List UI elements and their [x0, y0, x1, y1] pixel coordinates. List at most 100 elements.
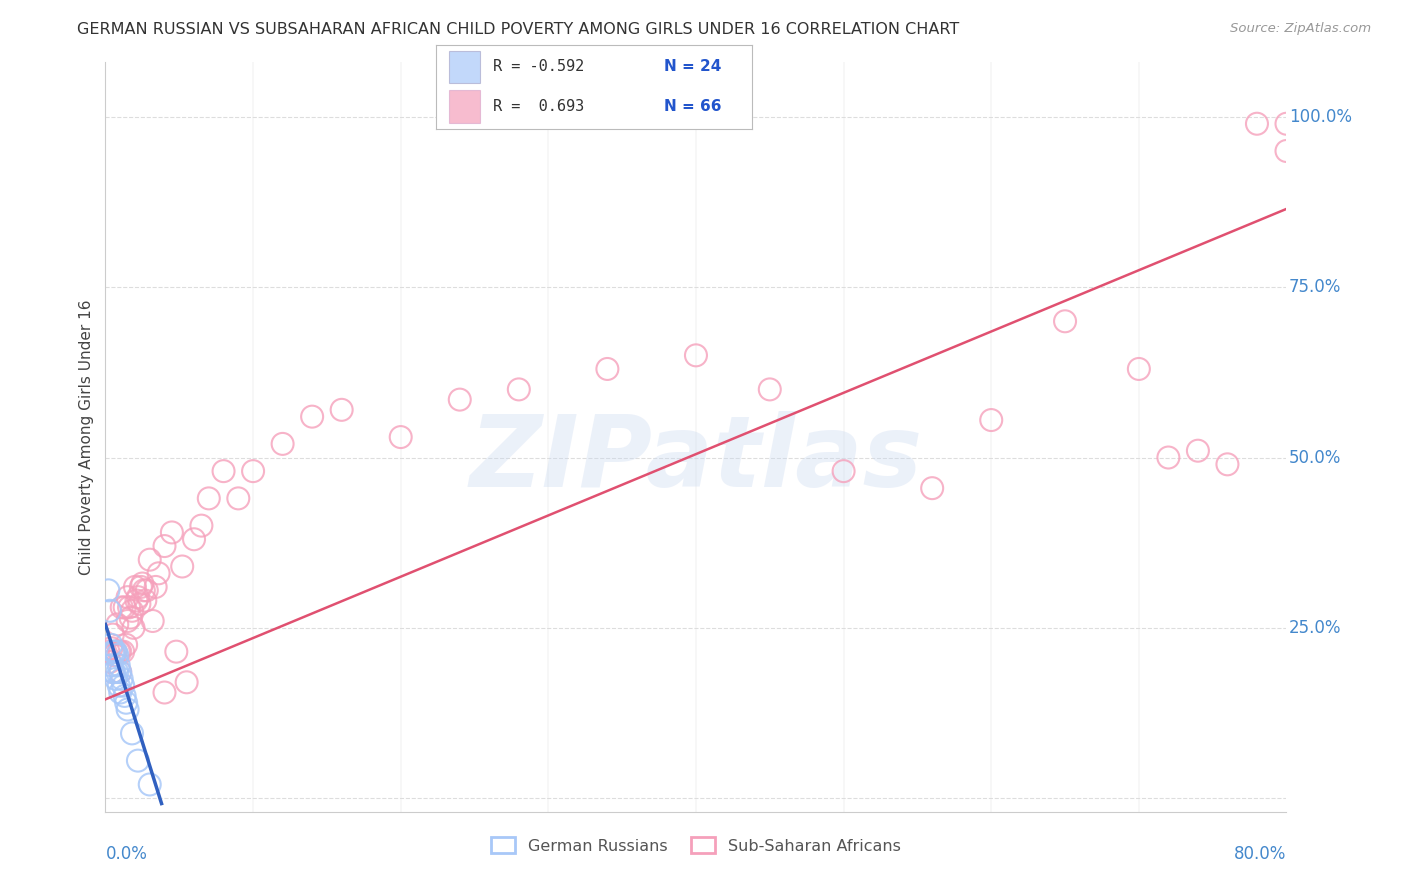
Point: [212, 464, 235, 478]
Point: [165, 645, 187, 659]
Point: [114, 689, 136, 703]
Point: [117, 614, 139, 628]
Point: [132, 583, 155, 598]
Point: [103, 648, 125, 662]
Text: R =  0.693: R = 0.693: [494, 99, 583, 114]
Point: [145, 580, 167, 594]
Point: [271, 437, 294, 451]
Text: 50.0%: 50.0%: [1289, 449, 1341, 467]
Point: [103, 645, 125, 659]
Point: [138, 777, 162, 791]
Point: [134, 593, 156, 607]
Point: [107, 658, 129, 673]
Point: [100, 641, 122, 656]
Point: [103, 665, 125, 679]
Point: [112, 645, 135, 659]
Text: 80.0%: 80.0%: [1234, 846, 1286, 863]
Point: [107, 679, 129, 693]
Point: [685, 348, 707, 362]
Point: [142, 614, 165, 628]
Point: [107, 645, 129, 659]
Point: [110, 665, 132, 679]
Point: [97, 583, 120, 598]
Point: [101, 665, 124, 679]
Point: [596, 362, 619, 376]
Point: [111, 600, 134, 615]
Text: N = 66: N = 66: [664, 99, 721, 114]
Point: [105, 617, 128, 632]
Point: [111, 672, 134, 686]
Point: [1157, 450, 1180, 465]
Point: [301, 409, 323, 424]
Point: [98, 604, 121, 618]
Point: [190, 518, 212, 533]
Point: [242, 464, 264, 478]
Bar: [449, 90, 481, 122]
Point: [124, 580, 146, 594]
Point: [1128, 362, 1150, 376]
Point: [330, 402, 353, 417]
Point: [1216, 458, 1239, 472]
Point: [759, 383, 782, 397]
Point: [176, 675, 198, 690]
Point: [117, 702, 139, 716]
Point: [104, 672, 127, 686]
Point: [101, 645, 124, 659]
Point: [104, 645, 127, 659]
Point: [128, 597, 150, 611]
Text: R = -0.592: R = -0.592: [494, 59, 583, 74]
Point: [153, 539, 176, 553]
Point: [115, 696, 138, 710]
Point: [131, 576, 153, 591]
Point: [100, 658, 122, 673]
Point: [105, 665, 128, 679]
Point: [1187, 443, 1209, 458]
Point: [97, 645, 120, 659]
Point: [508, 383, 530, 397]
Point: [129, 580, 152, 594]
Point: [98, 655, 121, 669]
Point: [105, 648, 128, 662]
Point: [112, 679, 135, 693]
Text: ZIPatlas: ZIPatlas: [470, 411, 922, 508]
Point: [832, 464, 855, 478]
Point: [120, 610, 142, 624]
Point: [127, 590, 149, 604]
Text: 100.0%: 100.0%: [1289, 108, 1351, 126]
Point: [148, 566, 170, 581]
Text: Source: ZipAtlas.com: Source: ZipAtlas.com: [1230, 22, 1371, 36]
Point: [117, 590, 139, 604]
Point: [121, 726, 143, 740]
Text: 25.0%: 25.0%: [1289, 619, 1341, 637]
Point: [135, 583, 157, 598]
Point: [110, 685, 132, 699]
Point: [125, 593, 148, 607]
Point: [114, 600, 136, 615]
Point: [1246, 117, 1268, 131]
Point: [197, 491, 219, 506]
Point: [449, 392, 471, 407]
Point: [160, 525, 183, 540]
Point: [172, 559, 194, 574]
Point: [110, 665, 132, 679]
Point: [138, 552, 162, 566]
Text: 75.0%: 75.0%: [1289, 278, 1341, 296]
Point: [183, 533, 205, 547]
Point: [100, 638, 122, 652]
Point: [110, 645, 132, 659]
Point: [127, 754, 149, 768]
Point: [228, 491, 250, 506]
Point: [101, 665, 124, 679]
Point: [1054, 314, 1077, 328]
Point: [115, 638, 138, 652]
Point: [104, 645, 127, 659]
Point: [122, 621, 145, 635]
Point: [118, 600, 141, 615]
Point: [921, 481, 943, 495]
Point: [121, 604, 143, 618]
Legend: German Russians, Sub-Saharan Africans: German Russians, Sub-Saharan Africans: [485, 830, 907, 860]
Point: [1275, 117, 1298, 131]
Point: [101, 627, 124, 641]
Text: GERMAN RUSSIAN VS SUBSAHARAN AFRICAN CHILD POVERTY AMONG GIRLS UNDER 16 CORRELAT: GERMAN RUSSIAN VS SUBSAHARAN AFRICAN CHI…: [77, 22, 959, 37]
Point: [153, 685, 176, 699]
